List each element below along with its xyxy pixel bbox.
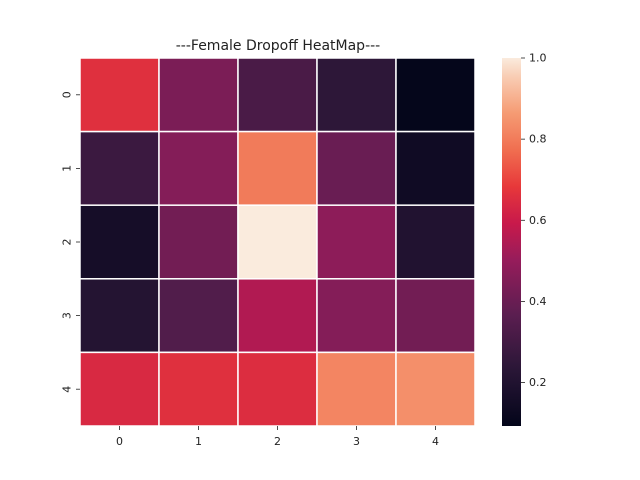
heatmap-cell-r0-c1 — [158, 57, 239, 133]
x-axis: 0 1 2 3 4 — [116, 426, 439, 448]
heatmap-cell-r2-c4 — [395, 204, 476, 280]
heatmap-cell-r3-c3 — [316, 278, 397, 354]
x-tick-label: 0 — [116, 435, 123, 448]
heatmap-cell-r3-c4 — [395, 278, 476, 354]
heatmap-cell-r4-c3 — [316, 351, 397, 427]
heatmap-cells — [79, 57, 476, 427]
heatmap-cell-r2-c3 — [316, 204, 397, 280]
colorbar-ticks: 0.2 0.4 0.6 0.8 1.0 — [521, 52, 547, 389]
x-tick-label: 1 — [195, 435, 202, 448]
heatmap-cell-r1-c2 — [237, 130, 318, 206]
heatmap-cell-r0-c0 — [79, 57, 160, 133]
heatmap-cell-r1-c3 — [316, 130, 397, 206]
heatmap-cell-r3-c2 — [237, 278, 318, 354]
colorbar-tick-label: 1.0 — [529, 52, 547, 65]
colorbar-tick-label: 0.6 — [529, 214, 547, 227]
colorbar-tick-label: 0.8 — [529, 133, 547, 146]
y-tick-label: 2 — [61, 239, 74, 246]
heatmap-cell-r3-c1 — [158, 278, 239, 354]
x-tick-label: 3 — [353, 435, 360, 448]
y-tick-label: 4 — [61, 386, 74, 393]
y-tick-label: 1 — [61, 165, 74, 172]
x-tick-label: 2 — [274, 435, 281, 448]
heatmap-cell-r0-c2 — [237, 57, 318, 133]
heatmap-cell-r4-c2 — [237, 351, 318, 427]
heatmap-cell-r1-c1 — [158, 130, 239, 206]
colorbar-gradient — [502, 58, 521, 426]
y-axis: 0 1 2 3 4 — [61, 91, 80, 393]
colorbar-tick-label: 0.4 — [529, 295, 547, 308]
heatmap-cell-r2-c1 — [158, 204, 239, 280]
heatmap-cell-r2-c2 — [237, 204, 318, 280]
heatmap-cell-r4-c0 — [79, 351, 160, 427]
y-tick-label: 0 — [61, 91, 74, 98]
heatmap-cell-r0-c4 — [395, 57, 476, 133]
heatmap-cell-r2-c0 — [79, 204, 160, 280]
heatmap-cell-r1-c4 — [395, 130, 476, 206]
heatmap-cell-r4-c1 — [158, 351, 239, 427]
x-tick-label: 4 — [432, 435, 439, 448]
colorbar-tick-label: 0.2 — [529, 376, 547, 389]
colorbar — [502, 58, 521, 426]
heatmap-cell-r3-c0 — [79, 278, 160, 354]
chart-title: ---Female Dropoff HeatMap--- — [176, 38, 380, 54]
heatmap-cell-r0-c3 — [316, 57, 397, 133]
heatmap-cell-r1-c0 — [79, 130, 160, 206]
y-tick-label: 3 — [61, 312, 74, 319]
heatmap-cell-r4-c4 — [395, 351, 476, 427]
